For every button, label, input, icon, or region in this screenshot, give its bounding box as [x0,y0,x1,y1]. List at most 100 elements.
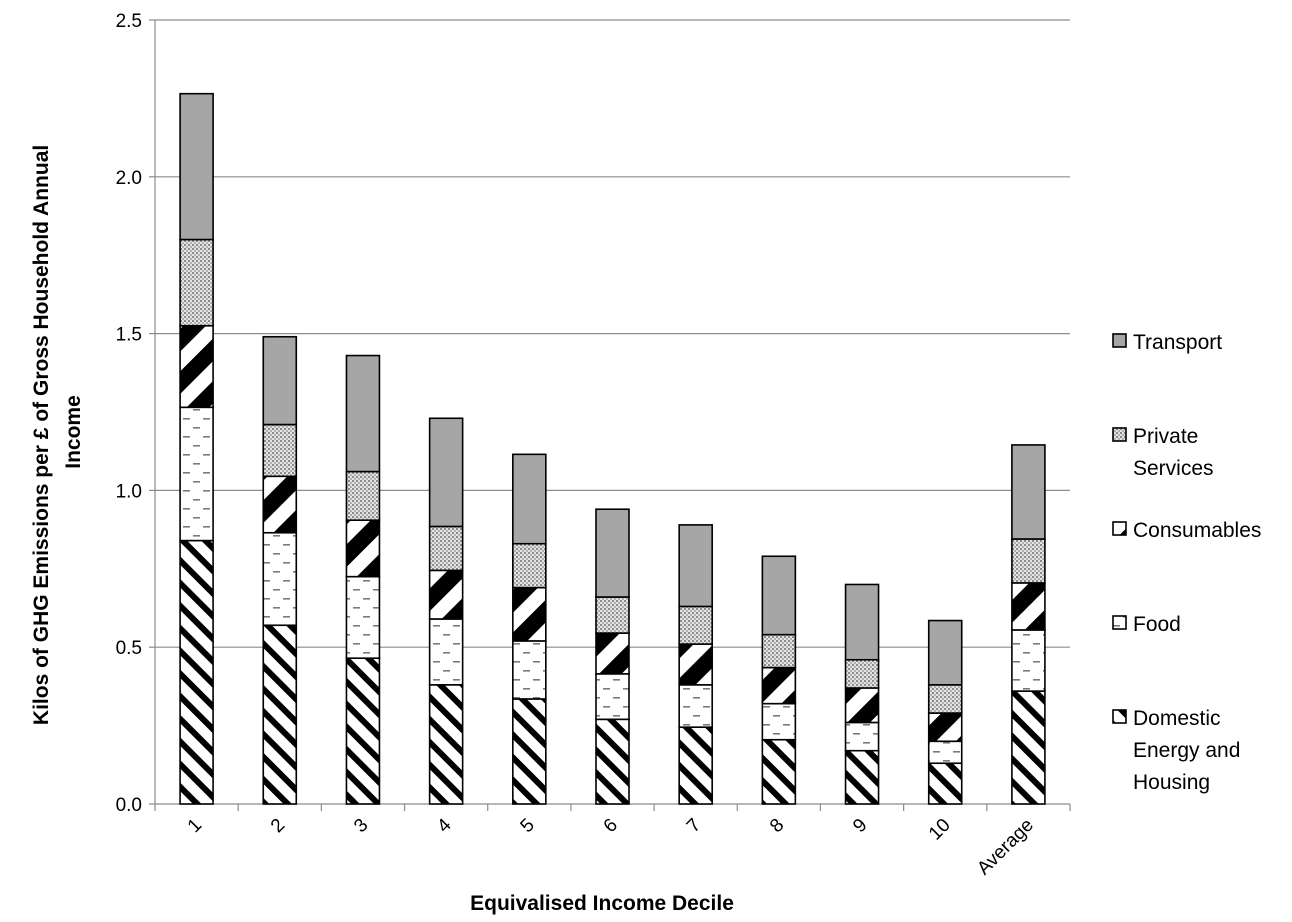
bar-segment-domestic-energy-and-housing [1011,690,1046,805]
legend-label-line: Private [1133,425,1198,448]
bar-segment-consumables [761,666,797,705]
x-tick-label: 3 [350,815,372,837]
y-tick-label: 1.5 [116,325,142,346]
bar-segment-consumables [1011,582,1046,631]
y-tick-label: 2.5 [116,11,142,32]
x-tick-label: 1 [184,815,206,837]
x-tick-label: Average [973,815,1038,880]
bar-segment-transport [761,555,797,636]
bar-segment-domestic-energy-and-housing [428,684,464,805]
x-tick-label: 4 [433,814,456,837]
y-tick-label: 2.0 [116,168,142,189]
bar-segment-domestic-energy-and-housing [844,749,880,805]
bar-segment-food [1011,629,1046,692]
bar-segment-transport [345,354,381,473]
bar-segment-food [678,684,713,728]
legend-label: Food [1133,613,1181,636]
bar-segment-food [927,740,963,765]
bar-segment-private-services [1011,538,1046,584]
bar-segment-domestic-energy-and-housing [595,718,630,805]
legend-label-line: Housing [1133,771,1210,794]
bar-segment-domestic-energy-and-housing [345,657,381,805]
bar-segment-transport [428,417,464,528]
legend-label: Private Services [1133,425,1214,480]
bar-segment-consumables [844,687,880,724]
bar-segment-private-services [595,596,630,634]
bar-segment-food [179,406,214,542]
bar-segment-transport [844,583,880,661]
x-tick-label: 5 [517,815,539,837]
x-tick-label: 6 [600,815,622,837]
legend-swatch [1112,427,1127,442]
bar-segment-food [595,673,630,721]
x-axis-title: Equivalised Income Decile [470,892,734,915]
bar-segment-private-services [179,238,214,327]
bar-segment-transport [512,453,547,545]
legend-swatch [1112,709,1127,724]
legend-label-line: Transport [1133,331,1222,354]
bar-segment-domestic-energy-and-housing [262,624,298,805]
bar-segment-consumables [179,324,214,409]
bar-segment-private-services [678,605,713,645]
legend-label-line: Services [1133,457,1214,480]
x-tick-label: 2 [267,815,289,837]
bar-segment-private-services [844,658,880,689]
y-tick-label: 0.0 [116,795,142,816]
legend-label: Consumables [1133,519,1261,542]
bar-segment-transport [262,335,298,426]
legend-label-line: Domestic [1133,707,1221,730]
bar-segment-private-services [761,633,797,669]
bar-segment-consumables [927,712,963,743]
legend-swatch [1112,615,1127,630]
bar-segment-private-services [512,542,547,589]
legend-label: Domestic Energy and Housing [1133,707,1240,794]
bar-segment-consumables [345,519,381,578]
y-axis-title: Kilos of GHG Emissions per £ of Gross Ho… [30,139,85,725]
bar-segment-food [761,702,797,741]
y-axis-title-line-2: Income [62,395,85,469]
bar-segment-domestic-energy-and-housing [927,762,963,805]
bar-segment-domestic-energy-and-housing [678,726,713,805]
legend-label-line: Food [1133,613,1181,636]
bar-segment-transport [595,508,630,598]
x-tick-label: 8 [766,815,788,837]
legend: Transport Private Services Consumables Food D… [1112,331,1261,794]
x-tick-label: 9 [849,815,871,837]
axis-labels: Kilos of GHG Emissions per £ of Gross Ho… [30,139,734,915]
bar-segment-domestic-energy-and-housing [179,539,214,805]
legend-label-line: Energy and [1133,739,1240,762]
y-axis-title-line-1: Kilos of GHG Emissions per £ of Gross Ho… [30,145,53,725]
legend-label: Transport [1133,331,1222,354]
legend-swatch [1112,333,1127,348]
bar-segment-food [428,618,464,686]
bar-segment-consumables [595,632,630,675]
bar-segment-transport [927,619,963,686]
bar-segment-food [262,531,298,627]
bar-segment-transport [678,524,713,608]
bar-segment-private-services [262,423,298,478]
bar-segment-consumables [428,569,464,620]
bar-segment-transport [1011,444,1046,540]
bar-segment-private-services [428,525,464,572]
y-tick-label: 0.5 [116,638,142,659]
bar-segment-consumables [512,586,547,642]
bar-segment-private-services [927,684,963,714]
bar-segment-private-services [345,470,381,521]
bar-segment-domestic-energy-and-housing [512,698,547,805]
bar-segment-food [345,575,381,659]
bar-segment-transport [179,92,214,241]
y-tick-label: 1.0 [116,481,142,502]
legend-label-line: Consumables [1133,519,1261,542]
axes: 0.0 0.5 1.0 1.5 2.0 2.5 1 2 3 4 5 6 7 8 9 10 Average [116,11,1071,880]
legend-swatch [1112,521,1127,536]
bar-segment-consumables [262,475,298,534]
bar-segment-domestic-energy-and-housing [761,738,797,805]
x-tick-label: 10 [925,815,955,845]
bar-segment-consumables [678,643,713,686]
bar-segment-food [512,640,547,700]
gridlines [155,19,1070,648]
bars [179,92,1046,805]
x-tick-label: 7 [683,815,705,837]
bar-segment-food [844,721,880,752]
